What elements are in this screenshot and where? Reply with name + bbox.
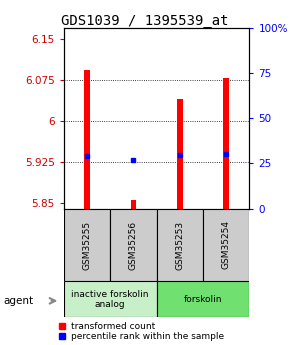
- Text: inactive forskolin
analog: inactive forskolin analog: [71, 289, 149, 309]
- Text: percentile rank within the sample: percentile rank within the sample: [71, 332, 224, 341]
- Text: agent: agent: [3, 296, 33, 306]
- Text: GSM35253: GSM35253: [175, 220, 184, 269]
- Bar: [84, 70, 90, 209]
- Text: GSM35256: GSM35256: [129, 220, 138, 269]
- Bar: [223, 78, 229, 209]
- Bar: [64, 209, 110, 281]
- Text: forskolin: forskolin: [184, 295, 222, 304]
- Bar: [157, 209, 203, 281]
- Bar: [157, 281, 249, 317]
- Bar: [177, 99, 183, 209]
- Text: GDS1039 / 1395539_at: GDS1039 / 1395539_at: [61, 14, 229, 29]
- Bar: [110, 209, 157, 281]
- Text: GSM35255: GSM35255: [82, 220, 92, 269]
- Text: GSM35254: GSM35254: [222, 220, 231, 269]
- Bar: [203, 209, 249, 281]
- Bar: [64, 281, 157, 317]
- Bar: [130, 200, 136, 209]
- Text: transformed count: transformed count: [71, 322, 155, 331]
